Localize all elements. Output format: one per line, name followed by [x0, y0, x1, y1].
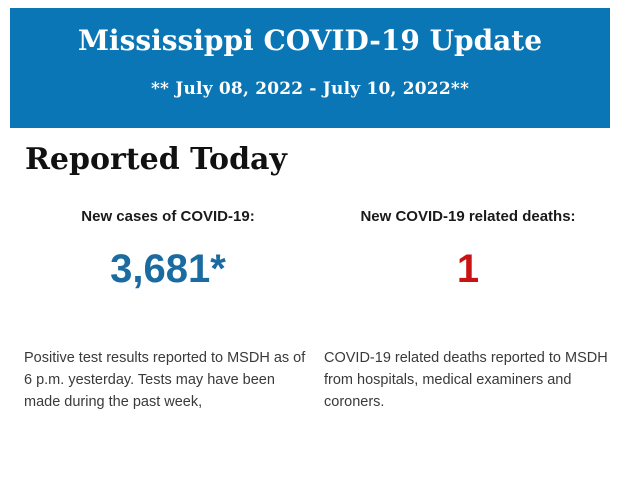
report-body: Reported Today New cases of COVID-19: 3,… [0, 128, 620, 413]
bulletin-title: Mississippi COVID-19 Update [77, 24, 543, 57]
new-cases-panel: New cases of COVID-19: 3,681* Positive t… [24, 206, 312, 413]
stats-columns: New cases of COVID-19: 3,681* Positive t… [24, 206, 610, 413]
new-cases-value: 3,681* [110, 247, 226, 291]
new-cases-description: Positive test results reported to MSDH a… [24, 350, 306, 410]
new-deaths-description: COVID-19 related deaths reported to MSDH… [324, 350, 608, 410]
new-deaths-label: New COVID-19 related deaths: [360, 208, 576, 225]
section-heading: Reported Today [25, 142, 287, 177]
new-deaths-value: 1 [456, 247, 480, 291]
new-cases-label: New cases of COVID-19: [81, 208, 255, 225]
date-range: ** July 08, 2022 - July 10, 2022** [150, 79, 470, 99]
header-banner: Mississippi COVID-19 Update ** July 08, … [10, 8, 610, 128]
new-deaths-panel: New COVID-19 related deaths: 1 COVID-19 … [324, 206, 612, 413]
